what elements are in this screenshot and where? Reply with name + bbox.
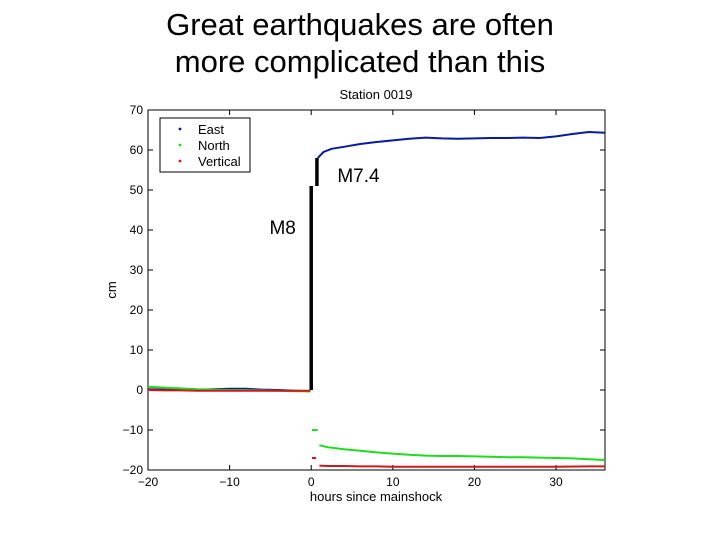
annotation-m74: M7.4 xyxy=(337,166,380,187)
y-axis-label: cm xyxy=(104,281,119,298)
x-tick-label: 20 xyxy=(468,475,482,489)
legend-box xyxy=(159,117,251,173)
legend-marker-vertical xyxy=(178,159,182,163)
y-tick-label: −10 xyxy=(123,423,144,437)
annotation-m8: M8 xyxy=(269,218,295,239)
series-east-post xyxy=(316,130,606,159)
legend-label-north: North xyxy=(198,138,230,153)
legend-label-east: East xyxy=(198,122,224,137)
y-tick-label: 60 xyxy=(130,143,144,157)
chart-title: Station 0019 xyxy=(339,87,412,102)
x-tick-label: −20 xyxy=(138,475,159,489)
series-north-post xyxy=(319,444,606,461)
plot-frame xyxy=(147,109,606,471)
y-tick-label: 0 xyxy=(136,383,143,397)
y-tick-label: 70 xyxy=(130,103,144,117)
y-tick-label: −20 xyxy=(123,463,144,477)
y-tick-label: 50 xyxy=(130,183,144,197)
legend-label-vertical: Vertical xyxy=(198,154,241,169)
x-tick-label: 0 xyxy=(308,475,315,489)
x-tick-label: 30 xyxy=(549,475,563,489)
y-tick-label: 40 xyxy=(130,223,144,237)
slide-title-line-1: Great earthquakes are often xyxy=(166,7,554,42)
y-tick-label: 10 xyxy=(130,343,144,357)
series-vertical-pre xyxy=(147,389,311,392)
series-vertical-post xyxy=(319,464,605,468)
legend-marker-east xyxy=(178,127,182,131)
slide-title-line-2: more complicated than this xyxy=(174,44,546,79)
x-tick-label: −10 xyxy=(219,475,240,489)
slide-title: Great earthquakes are often more complic… xyxy=(0,6,720,80)
y-tick-label: 30 xyxy=(130,263,144,277)
x-axis-label: hours since mainshock xyxy=(310,489,443,504)
legend-marker-north xyxy=(178,143,182,147)
y-tick-label: 20 xyxy=(130,303,144,317)
x-tick-label: 10 xyxy=(386,475,400,489)
